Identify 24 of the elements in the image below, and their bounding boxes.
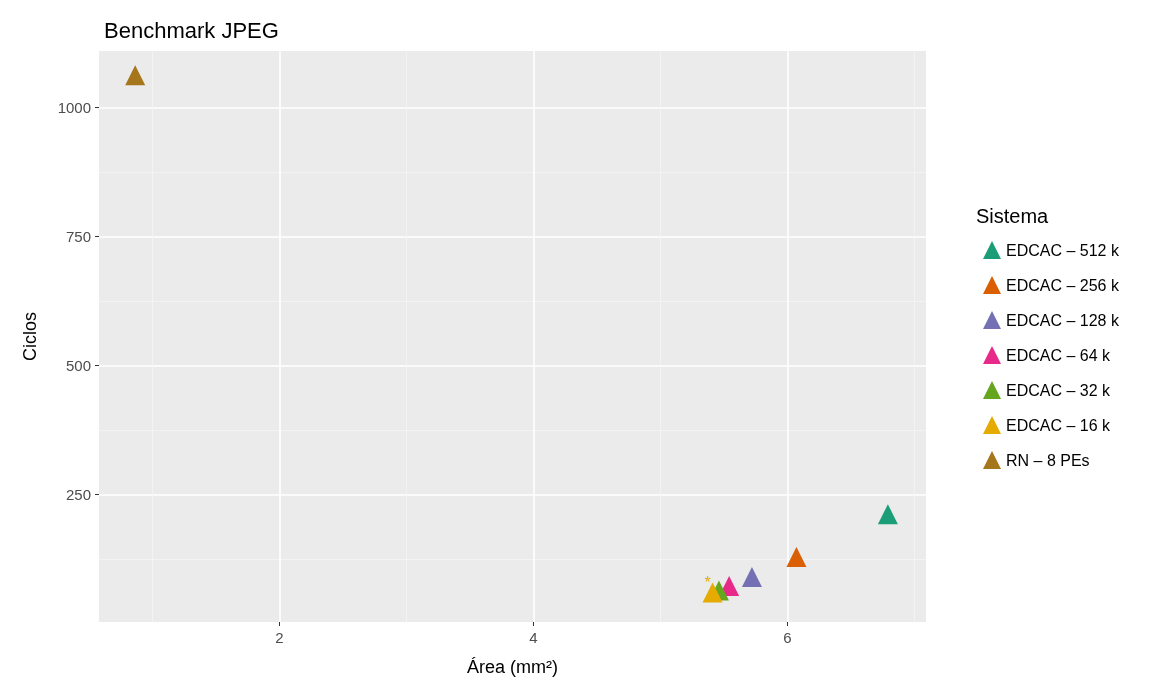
y-axis-title: Ciclos (20, 311, 40, 362)
y-tick-label: 750 (65, 228, 91, 246)
point (702, 582, 723, 603)
point (741, 567, 762, 588)
x-tick-label: 2 (275, 629, 284, 646)
legend-label: EDCAC – 128 k (1006, 311, 1120, 329)
legend-label: EDCAC – 512 k (1006, 241, 1120, 259)
legend-label: EDCAC – 16 k (1006, 416, 1112, 434)
legend-label: EDCAC – 256 k (1006, 276, 1120, 294)
legend-label: RN – 8 PEs (1006, 451, 1090, 469)
point (125, 65, 146, 86)
y-tick-label: 250 (65, 486, 91, 504)
legend-title: Sistema (976, 205, 1050, 227)
y-tick-label: 1000 (57, 99, 91, 117)
legend-label: EDCAC – 32 k (1006, 381, 1112, 399)
legend-label: EDCAC – 64 k (1006, 346, 1112, 364)
y-tick-label: 500 (65, 357, 91, 375)
annotation: * (704, 573, 711, 591)
point (877, 504, 898, 525)
chart-title: Benchmark JPEG (104, 17, 279, 43)
x-axis-title: Área (mm²) (467, 657, 558, 677)
point (786, 547, 807, 568)
x-tick-label: 4 (529, 629, 538, 646)
x-tick-label: 6 (783, 629, 792, 646)
